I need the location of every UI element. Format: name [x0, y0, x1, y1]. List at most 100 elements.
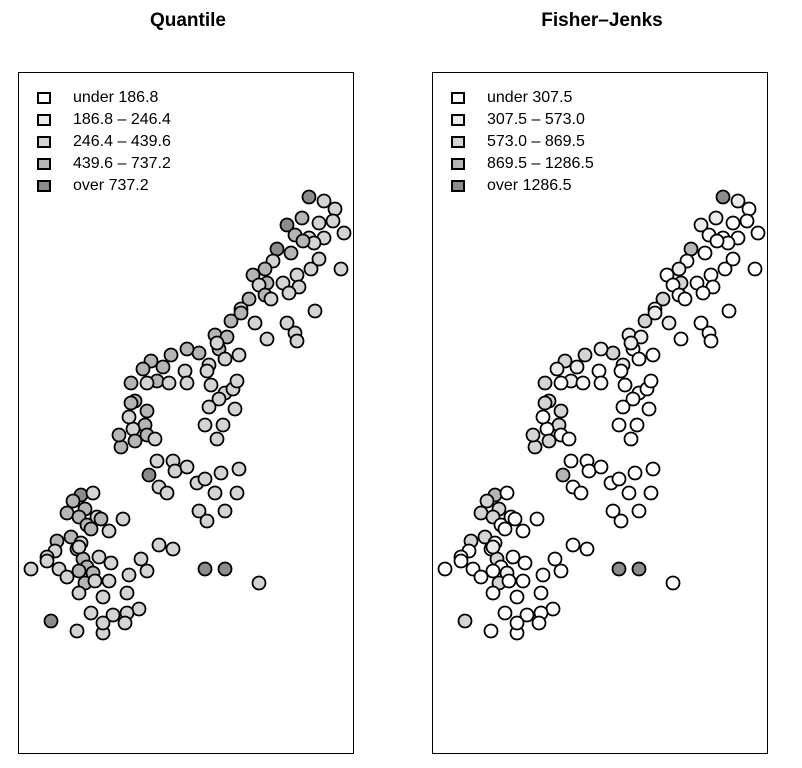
map-point: [677, 291, 693, 307]
legend-label: 573.0 – 869.5: [487, 133, 585, 150]
fisher-jenks-title: Fisher–Jenks: [541, 10, 663, 31]
map-point: [227, 401, 243, 417]
map-point: [645, 461, 661, 477]
map-point: [537, 395, 553, 411]
map-point: [59, 505, 75, 521]
map-point: [708, 210, 724, 226]
map-point: [485, 585, 501, 601]
map-point: [133, 551, 149, 567]
map-point: [203, 377, 219, 393]
map-point: [497, 521, 513, 537]
map-point: [637, 313, 653, 329]
map-point: [665, 575, 681, 591]
map-point: [565, 537, 581, 553]
map-point: [717, 261, 733, 277]
map-point: [209, 335, 225, 351]
map-point: [191, 345, 207, 361]
map-point: [485, 539, 501, 555]
map-point: [179, 375, 195, 391]
map-point: [517, 555, 533, 571]
map-point: [71, 563, 87, 579]
map-point: [105, 607, 121, 623]
map-point: [269, 241, 285, 257]
map-point: [217, 351, 233, 367]
map-point: [85, 485, 101, 501]
map-point: [525, 427, 541, 443]
map-point: [279, 217, 295, 233]
legend-item: 573.0 – 869.5: [451, 131, 594, 153]
map-point: [479, 493, 495, 509]
map-point: [101, 573, 117, 589]
map-point: [177, 363, 193, 379]
map-point: [311, 251, 327, 267]
map-point: [43, 613, 59, 629]
map-point: [577, 347, 593, 363]
map-point: [579, 541, 595, 557]
map-point: [645, 347, 661, 363]
map-point: [529, 511, 545, 527]
map-point: [725, 215, 741, 231]
map-point: [135, 361, 151, 377]
map-point: [247, 315, 263, 331]
map-point: [617, 377, 633, 393]
map-point: [613, 513, 629, 529]
legend-item: 186.8 – 246.4: [37, 109, 171, 131]
map-point: [151, 537, 167, 553]
map-point: [23, 561, 39, 577]
map-point: [83, 521, 99, 537]
map-point: [437, 561, 453, 577]
map-point: [553, 563, 569, 579]
map-point: [593, 375, 609, 391]
map-point: [209, 431, 225, 447]
legend-swatch: [37, 114, 51, 126]
map-point: [215, 417, 231, 433]
map-point: [593, 341, 609, 357]
map-point: [509, 615, 525, 631]
map-point: [199, 513, 215, 529]
map-point: [163, 347, 179, 363]
map-point: [541, 433, 557, 449]
legend-item: 869.5 – 1286.5: [451, 153, 594, 175]
fisher-jenks-point-map: [437, 189, 766, 641]
map-point: [303, 261, 319, 277]
legend-swatch: [451, 158, 465, 170]
map-point: [485, 563, 501, 579]
map-point: [655, 291, 671, 307]
map-point: [179, 459, 195, 475]
legend-label: over 737.2: [73, 177, 149, 194]
map-point: [259, 331, 275, 347]
map-point: [91, 549, 107, 565]
map-point: [695, 285, 711, 301]
map-point: [139, 563, 155, 579]
map-point: [295, 233, 311, 249]
map-point: [545, 601, 561, 617]
map-point: [121, 409, 137, 425]
legend-label: 186.8 – 246.4: [73, 111, 171, 128]
map-point: [563, 453, 579, 469]
legend-item: 246.4 – 439.6: [37, 131, 171, 153]
legend-swatch: [37, 158, 51, 170]
map-point: [623, 431, 639, 447]
legend-label: over 1286.5: [487, 177, 572, 194]
legend-item: over 737.2: [37, 175, 171, 197]
map-point: [333, 261, 349, 277]
map-point: [217, 561, 233, 577]
map-point: [336, 225, 352, 241]
map-point: [569, 359, 585, 375]
map-point: [83, 605, 99, 621]
map-point: [101, 523, 117, 539]
map-point: [533, 585, 549, 601]
map-point: [673, 331, 689, 347]
map-point: [641, 401, 657, 417]
map-point: [191, 503, 207, 519]
legend-label: 307.5 – 573.0: [487, 111, 585, 128]
map-point: [59, 569, 75, 585]
map-point: [697, 245, 713, 261]
map-point: [307, 303, 323, 319]
map-point: [725, 251, 741, 267]
map-point: [93, 511, 109, 527]
map-point: [721, 303, 737, 319]
map-point: [643, 485, 659, 501]
map-point: [123, 395, 139, 411]
map-point: [553, 375, 569, 391]
